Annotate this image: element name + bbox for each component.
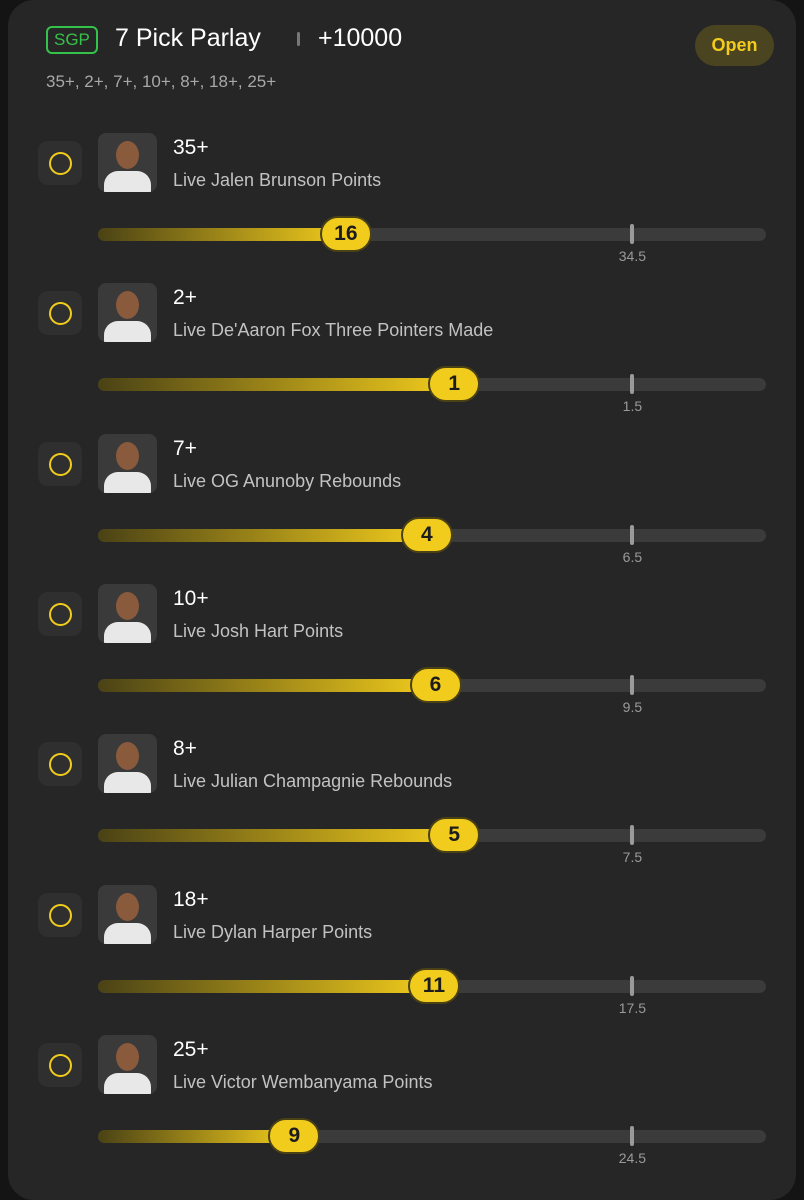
avatar-head — [116, 892, 139, 921]
line-tick — [630, 1125, 635, 1146]
threshold: 25+ — [173, 1037, 209, 1061]
threshold: 35+ — [173, 136, 209, 159]
leg-label: Live OG Anunoby Rebounds — [173, 470, 402, 491]
avatar-head — [116, 591, 139, 620]
current-bubble: 9 — [268, 1117, 321, 1154]
current-bubble: 11 — [407, 967, 460, 1004]
parlay-card: SGP 7 Pick Parlay +10000 Open 35+, 2+, 7… — [8, 0, 796, 1200]
line-label: 7.5 — [622, 849, 643, 866]
current-bubble: 1 — [428, 366, 481, 403]
line-label: 34.5 — [618, 248, 647, 264]
avatar-jersey — [104, 922, 151, 944]
threshold: 10+ — [173, 586, 209, 610]
check-circle — [49, 753, 72, 777]
line-tick — [630, 674, 635, 695]
line-label: 6.5 — [622, 548, 643, 565]
threshold: 2+ — [173, 286, 197, 310]
avatar-head — [116, 291, 139, 320]
progress-fill — [98, 528, 427, 542]
current-bubble: 5 — [428, 817, 481, 854]
checkbox[interactable] — [38, 1042, 82, 1087]
open-button[interactable]: Open — [695, 25, 774, 66]
line-tick — [630, 825, 635, 846]
leg-label: Live Josh Hart Points — [173, 620, 344, 641]
check-circle — [49, 152, 72, 175]
threshold: 7+ — [173, 436, 197, 460]
avatar-jersey — [104, 772, 151, 794]
player-avatar — [98, 884, 157, 944]
current-bubble: 6 — [409, 666, 462, 703]
avatar-head — [116, 141, 139, 169]
progress-fill — [98, 829, 455, 843]
line-tick — [630, 374, 635, 395]
avatar-jersey — [104, 171, 151, 192]
leg-label: Live Dylan Harper Points — [173, 921, 373, 942]
title: 7 Pick Parlay — [115, 24, 261, 52]
progress-fill — [98, 228, 346, 241]
leg-label: Live De'Aaron Fox Three Pointers Made — [173, 320, 494, 341]
progress-fill — [98, 678, 436, 692]
separator — [297, 32, 300, 46]
check-circle — [49, 602, 72, 626]
leg-label: Live Victor Wembanyama Points — [173, 1071, 433, 1092]
avatar-head — [116, 441, 139, 470]
subtitle: 35+, 2+, 7+, 10+, 8+, 18+, 25+ — [46, 72, 277, 91]
check-circle — [49, 1053, 72, 1077]
line-tick — [630, 524, 635, 545]
avatar-jersey — [104, 621, 151, 643]
avatar-jersey — [104, 471, 151, 493]
leg-label: Live Jalen Brunson Points — [173, 170, 382, 190]
progress-fill — [98, 979, 434, 993]
checkbox[interactable] — [38, 291, 82, 336]
progress-fill — [98, 378, 455, 392]
line-label: 9.5 — [622, 698, 643, 715]
avatar-jersey — [104, 321, 151, 343]
player-avatar — [98, 734, 157, 794]
avatar-head — [116, 1042, 139, 1071]
player-avatar — [98, 433, 157, 493]
current-bubble: 16 — [319, 216, 372, 252]
line-label: 17.5 — [618, 999, 647, 1016]
player-avatar — [98, 583, 157, 643]
player-avatar — [98, 133, 157, 192]
line-tick — [630, 224, 635, 244]
line-label: 1.5 — [622, 398, 643, 415]
line-tick — [630, 975, 635, 996]
checkbox[interactable] — [38, 591, 82, 636]
leg-label: Live Julian Champagnie Rebounds — [173, 771, 453, 792]
threshold: 8+ — [173, 737, 197, 761]
current-bubble: 4 — [400, 516, 453, 553]
check-circle — [49, 452, 72, 476]
progress-fill — [98, 1129, 295, 1143]
line-label: 24.5 — [618, 1149, 647, 1166]
player-avatar — [98, 1034, 157, 1094]
checkbox[interactable] — [38, 742, 82, 787]
avatar-jersey — [104, 1072, 151, 1094]
player-avatar — [98, 283, 157, 343]
check-circle — [49, 903, 72, 927]
checkbox[interactable] — [38, 441, 82, 486]
sgp-badge: SGP — [46, 26, 98, 54]
checkbox[interactable] — [38, 892, 82, 937]
odds: +10000 — [318, 24, 403, 52]
check-circle — [49, 302, 72, 326]
threshold: 18+ — [173, 887, 209, 911]
avatar-head — [116, 742, 139, 771]
checkbox[interactable] — [38, 141, 82, 185]
